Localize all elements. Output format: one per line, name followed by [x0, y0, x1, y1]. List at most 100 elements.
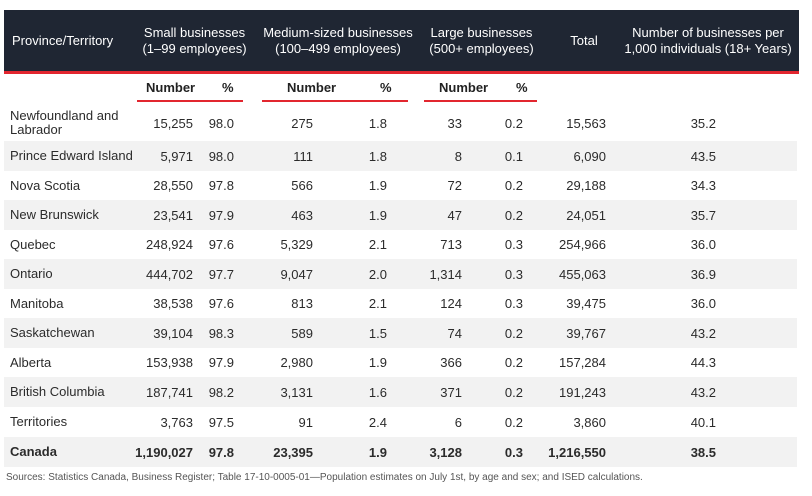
- source-footnote: Sources: Statistics Canada, Business Reg…: [6, 472, 643, 483]
- header-small-line1: Small businesses: [143, 24, 246, 40]
- cell-med-p: 2.4: [368, 414, 387, 430]
- cell-med-n: 23,395: [273, 444, 313, 460]
- cell-large-n: 3,128: [429, 444, 462, 460]
- header-province-label: Province/Territory: [12, 32, 114, 48]
- row-province-name: Manitoba: [10, 295, 64, 311]
- row-province-name: Prince Edward Island: [10, 148, 133, 163]
- cell-large-n: 371: [440, 384, 462, 400]
- table-row: Saskatchewan 39,104 98.3 589 1.5 74 0.2 39,767 4…: [4, 318, 797, 348]
- cell-med-n: 813: [291, 296, 313, 311]
- cell-per: 35.2: [690, 115, 716, 131]
- cell-per: 36.0: [690, 237, 716, 252]
- cell-small-p: 97.9: [208, 207, 234, 223]
- header-large: Large businesses (500+ employees): [419, 10, 544, 71]
- cell-large-p: 0.3: [504, 237, 523, 252]
- cell-med-n: 91: [298, 414, 313, 430]
- cell-med-n: 5,329: [280, 237, 313, 252]
- cell-large-n: 1,314: [429, 266, 462, 282]
- cell-large-p: 0.2: [504, 325, 523, 341]
- cell-large-p: 0.2: [504, 178, 523, 193]
- subheader-small-number: Number: [146, 80, 196, 95]
- table-total-row: Canada 1,190,027 97.8 23,395 1.9 3,128 0.3 1,21…: [4, 437, 797, 467]
- cell-large-p: 0.3: [504, 296, 523, 311]
- cell-small-n: 3,763: [160, 414, 193, 430]
- subheader-large-number: Number: [439, 80, 489, 95]
- cell-med-n: 463: [291, 207, 313, 223]
- header-per-line1: Number of businesses per: [632, 24, 784, 40]
- cell-total: 254,966: [559, 237, 606, 252]
- cell-small-p: 98.3: [208, 325, 234, 341]
- cell-total: 157,284: [559, 355, 606, 370]
- cell-total: 15,563: [566, 115, 606, 131]
- cell-large-n: 713: [440, 237, 462, 252]
- header-large-line2: (500+ employees): [429, 40, 534, 56]
- cell-total: 6,090: [573, 148, 606, 164]
- cell-small-n: 187,741: [146, 384, 193, 400]
- header-medium-line2: (100–499 employees): [275, 40, 401, 56]
- cell-med-n: 111: [293, 148, 313, 164]
- cell-total: 1,216,550: [548, 444, 606, 460]
- table-row: Alberta 153,938 97.9 2,980 1.9 366 0.2 157,284 4…: [4, 348, 797, 377]
- cell-small-n: 1,190,027: [135, 444, 193, 460]
- cell-med-p: 1.5: [368, 325, 387, 341]
- cell-small-n: 248,924: [146, 237, 193, 252]
- cell-med-p: 1.9: [368, 444, 387, 460]
- row-province-name: Canada: [10, 444, 57, 459]
- cell-large-n: 8: [454, 148, 462, 164]
- header-medium-line1: Medium-sized businesses: [263, 24, 413, 40]
- cell-large-p: 0.2: [504, 414, 523, 430]
- cell-per: 34.3: [690, 178, 716, 193]
- header-small: Small businesses (1–99 employees): [132, 10, 257, 71]
- cell-per: 43.2: [690, 384, 716, 400]
- cell-large-p: 0.2: [504, 355, 523, 370]
- row-province-name: Quebec: [10, 236, 56, 252]
- subheader-medium-underline: [262, 100, 408, 102]
- cell-total: 29,188: [566, 178, 606, 193]
- cell-med-p: 1.8: [368, 115, 387, 131]
- table-row: Prince Edward Island 5,971 98.0 111 1.8 8 0.1 6…: [4, 141, 797, 171]
- table-row: New Brunswick 23,541 97.9 463 1.9 47 0.2 24,051…: [4, 200, 797, 230]
- header-per-capita: Number of businesses per 1,000 individual…: [622, 10, 794, 71]
- cell-med-n: 9,047: [280, 266, 313, 282]
- row-province-name: Nova Scotia: [10, 177, 81, 193]
- cell-small-p: 97.8: [208, 178, 234, 193]
- table-row: Quebec 248,924 97.6 5,329 2.1 713 0.3 254,966 36…: [4, 230, 797, 259]
- cell-small-p: 98.2: [208, 384, 234, 400]
- cell-large-p: 0.1: [504, 148, 523, 164]
- cell-total: 3,860: [573, 414, 606, 430]
- cell-per: 35.7: [690, 207, 716, 223]
- cell-total: 455,063: [559, 266, 606, 282]
- header-large-line1: Large businesses: [430, 24, 533, 40]
- subheader-large-underline: [424, 100, 537, 102]
- cell-small-p: 97.8: [208, 444, 234, 460]
- cell-small-p: 97.5: [208, 414, 234, 430]
- cell-large-n: 47: [447, 207, 462, 223]
- row-province-name: British Columbia: [10, 384, 105, 399]
- table-header: Province/Territory Small businesses (1–99…: [4, 10, 799, 74]
- cell-small-n: 39,104: [153, 325, 193, 341]
- header-province: Province/Territory: [12, 10, 132, 71]
- cell-large-p: 0.2: [504, 207, 523, 223]
- cell-large-n: 6: [454, 414, 462, 430]
- cell-small-n: 5,971: [160, 148, 193, 164]
- cell-total: 24,051: [566, 207, 606, 223]
- table-row: Newfoundland and Labrador 15,255 98.0 275 1.…: [4, 106, 797, 140]
- row-province-name: Alberta: [10, 354, 52, 370]
- cell-small-p: 97.6: [208, 237, 234, 252]
- cell-per: 44.3: [690, 355, 716, 370]
- cell-med-n: 3,131: [280, 384, 313, 400]
- cell-per: 38.5: [690, 444, 716, 460]
- cell-med-n: 275: [291, 115, 313, 131]
- cell-small-n: 444,702: [146, 266, 193, 282]
- cell-large-n: 72: [447, 178, 462, 193]
- cell-total: 39,475: [566, 296, 606, 311]
- header-total: Total: [549, 10, 619, 71]
- row-province-name: Territories: [10, 414, 68, 429]
- cell-large-p: 0.3: [504, 444, 523, 460]
- subheader-medium-percent: %: [380, 80, 392, 95]
- row-province-name: Newfoundland and Labrador: [10, 108, 119, 137]
- cell-per: 36.0: [690, 296, 716, 311]
- table-row: Nova Scotia 28,550 97.8 566 1.9 72 0.2 29,188 34…: [4, 171, 797, 200]
- cell-small-p: 98.0: [208, 115, 234, 131]
- cell-med-n: 589: [291, 325, 313, 341]
